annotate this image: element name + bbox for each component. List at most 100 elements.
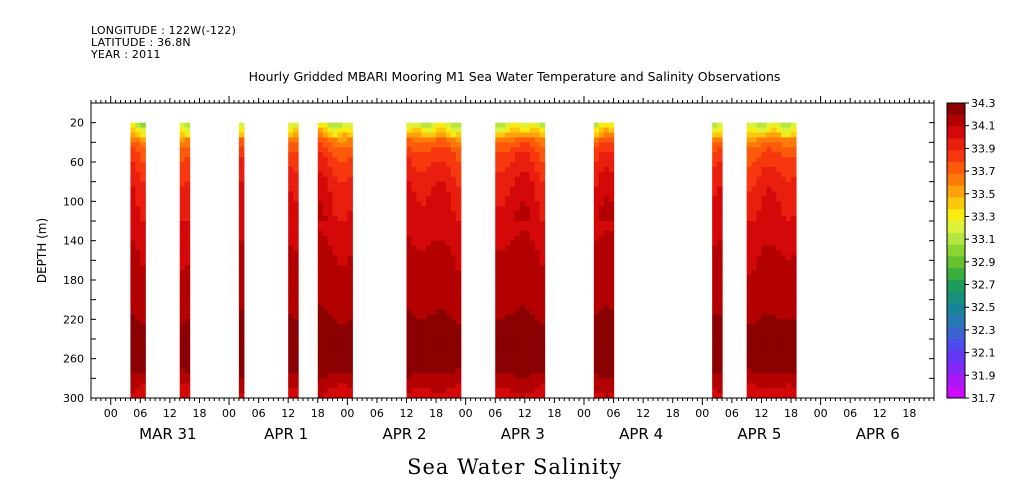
heatmap-cell: [317, 324, 324, 330]
heatmap-cell: [421, 132, 427, 139]
heatmap-cell: [332, 186, 339, 193]
heatmap-cell: [426, 166, 432, 173]
heatmap-cell: [421, 319, 427, 325]
heatmap-cell: [776, 181, 782, 188]
heatmap-cell: [510, 363, 516, 370]
heatmap-cell: [431, 191, 437, 198]
heatmap-cell: [500, 157, 506, 163]
heatmap-cell: [514, 348, 521, 355]
heatmap-cell: [786, 166, 792, 173]
heatmap-cell: [332, 265, 339, 271]
heatmap-cell: [519, 127, 526, 134]
heatmap-cell: [347, 235, 353, 242]
heatmap-cell: [416, 329, 422, 335]
heatmap-cell: [766, 147, 772, 153]
heatmap-cell: [445, 201, 452, 207]
heatmap-cell: [495, 225, 501, 232]
x-tick-label: 06: [252, 407, 266, 420]
heatmap-cell: [771, 289, 777, 296]
heatmap-cell: [529, 284, 536, 291]
heatmap-cell: [332, 343, 339, 350]
heatmap-cell: [322, 309, 329, 316]
heatmap-cell: [455, 383, 462, 389]
heatmap-cell: [534, 289, 541, 296]
heatmap-cell: [238, 206, 245, 212]
heatmap-cell: [781, 309, 787, 316]
heatmap-cell: [411, 152, 417, 158]
heatmap-cell: [450, 181, 457, 188]
heatmap-cell: [514, 230, 521, 237]
heatmap-cell: [756, 186, 763, 193]
heatmap-cell: [534, 368, 541, 375]
colorbar-label: 32.9: [971, 256, 996, 269]
heatmap-cell: [293, 309, 299, 316]
x-tick-label: 12: [754, 407, 768, 420]
heatmap-cell: [135, 260, 141, 266]
heatmap-cell: [717, 127, 723, 134]
heatmap-cell: [524, 196, 531, 202]
heatmap-cell: [608, 368, 615, 375]
heatmap-cell: [534, 373, 541, 379]
heatmap-cell: [179, 270, 186, 276]
heatmap-cell: [495, 211, 501, 217]
heatmap-cell: [130, 275, 136, 281]
heatmap-cell: [593, 211, 600, 217]
heatmap-cell: [529, 221, 536, 227]
heatmap-cell: [337, 280, 344, 286]
heatmap-cell: [426, 284, 432, 291]
heatmap-cell: [347, 122, 353, 129]
heatmap-cell: [514, 314, 521, 320]
heatmap-cell: [776, 353, 782, 360]
heatmap-cell: [426, 250, 432, 257]
heatmap-cell: [593, 166, 600, 173]
heatmap-cell: [421, 171, 427, 178]
heatmap-cell: [184, 270, 191, 276]
heatmap-cell: [712, 265, 718, 271]
day-label: APR 3: [501, 425, 545, 443]
heatmap-cell: [593, 250, 600, 257]
heatmap-cell: [751, 270, 758, 276]
heatmap-cell: [786, 122, 792, 129]
heatmap-cell: [593, 206, 600, 212]
heatmap-cell: [786, 314, 792, 320]
heatmap-cell: [450, 280, 457, 286]
heatmap-cell: [524, 265, 531, 271]
heatmap-cell: [135, 368, 141, 375]
heatmap-cell: [529, 299, 536, 306]
heatmap-cell: [717, 378, 723, 384]
heatmap-cell: [761, 142, 767, 148]
heatmap-cell: [436, 127, 442, 134]
heatmap-cell: [539, 289, 546, 296]
colorbar-frame: [946, 102, 966, 399]
heatmap-cell: [500, 388, 506, 394]
heatmap-cell: [495, 353, 501, 360]
heatmap-cell: [445, 324, 452, 330]
heatmap-cell: [322, 191, 329, 198]
heatmap-cell: [445, 196, 452, 202]
heatmap-cell: [426, 240, 432, 247]
heatmap-cell: [327, 334, 334, 340]
heatmap-cell: [179, 196, 186, 202]
heatmap-cell: [416, 137, 422, 143]
heatmap-cell: [184, 221, 191, 227]
heatmap-cell: [534, 314, 541, 320]
heatmap-cell: [495, 270, 501, 276]
heatmap-cell: [135, 216, 141, 222]
heatmap-cell: [608, 378, 615, 384]
heatmap-cell: [135, 319, 141, 325]
heatmap-cell: [332, 280, 339, 286]
heatmap-cell: [342, 289, 348, 296]
heatmap-cell: [436, 171, 442, 178]
heatmap-cell: [510, 294, 516, 301]
heatmap-cell: [411, 122, 417, 129]
heatmap-cell: [771, 304, 777, 311]
heatmap-cell: [510, 132, 516, 139]
heatmap-cell: [426, 225, 432, 232]
heatmap-cell: [140, 265, 146, 271]
heatmap-cell: [342, 166, 348, 173]
heatmap-cell: [510, 319, 516, 325]
heatmap-cell: [524, 373, 531, 379]
heatmap-cell: [766, 186, 772, 193]
heatmap-cell: [756, 270, 763, 276]
heatmap-cell: [327, 393, 334, 399]
